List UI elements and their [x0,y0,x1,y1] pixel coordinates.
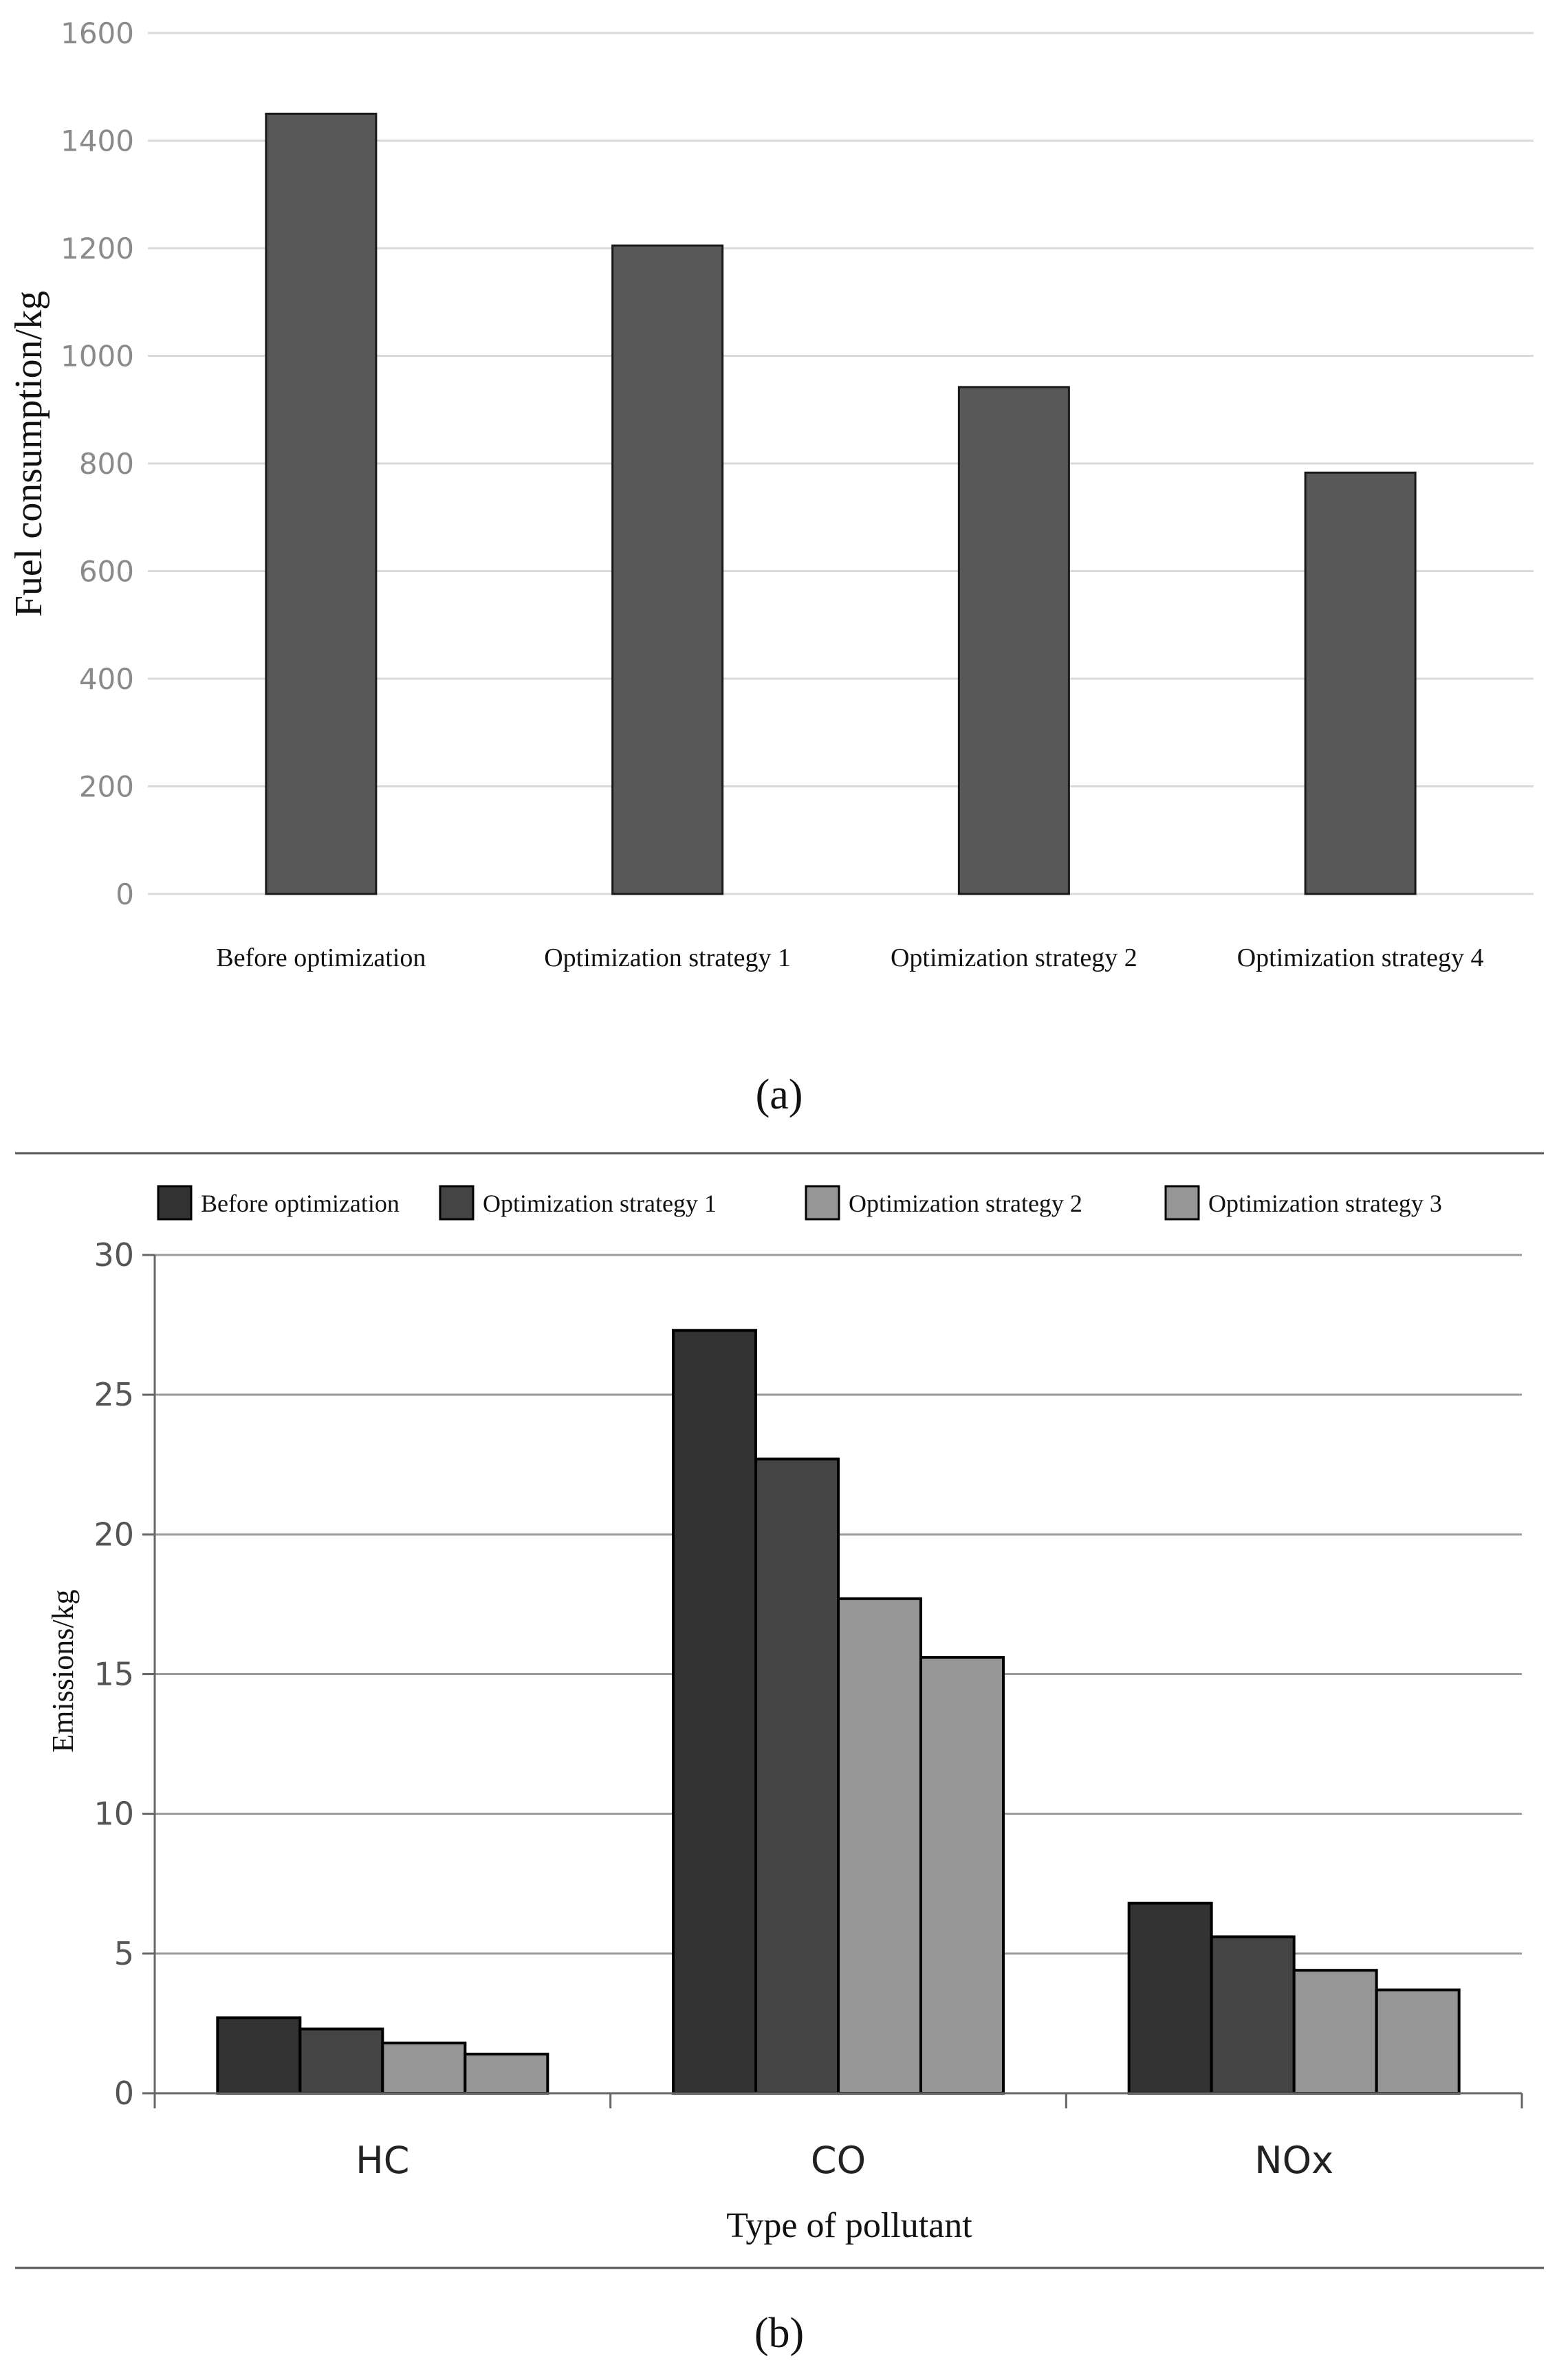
a-y-tick-labels: 0 200 400 600 800 1000 1200 1400 1600 [61,17,134,911]
a-y-tick: 1600 [61,17,134,50]
b-legend-label: Before optimization [201,1190,400,1217]
b-bar [298,2027,384,2095]
b-bar [672,1329,757,2095]
a-y-tick: 600 [79,555,134,589]
b-legend-swatch [439,1185,475,1221]
a-y-tick: 800 [79,447,134,481]
b-bar [1127,1901,1213,2095]
chart-emissions: Before optimization Optimization strategy… [46,1185,1523,2357]
b-legend-label: Optimization strategy 2 [849,1190,1082,1217]
b-bar [464,2053,549,2095]
a-y-tick: 200 [79,770,134,804]
b-y-tick-labels: 0 5 10 15 20 25 30 [94,1236,134,2112]
b-y-tick: 5 [114,1935,134,1972]
b-x-tick-labels: HC CO NOx [356,2139,1333,2182]
a-bars [265,112,1417,895]
b-legend-swatch [1164,1185,1200,1221]
b-y-tick: 20 [94,1516,134,1553]
a-y-tick: 400 [79,662,134,696]
a-bar [611,244,724,895]
b-bar [837,1597,922,2095]
b-y-axis-label: Emissions/kg [46,1589,80,1752]
chart-fuel-consumption: 0 200 400 600 800 1000 1200 1400 1600 Before opt… [8,17,1534,1118]
a-x-tick: Optimization strategy 2 [891,943,1137,972]
panel-label-b: (b) [754,2310,804,2357]
b-bar [1292,1969,1378,2095]
b-y-tick: 30 [94,1236,134,1274]
b-bar [381,2041,467,2095]
b-x-tick: CO [811,2139,866,2182]
b-legend-label: Optimization strategy 1 [483,1190,717,1217]
a-x-tick: Optimization strategy 4 [1237,943,1484,972]
b-legend-swatch [157,1185,193,1221]
b-y-tick: 0 [114,2075,134,2112]
b-x-tick: HC [356,2139,409,2182]
b-bars [216,1329,1461,2095]
b-bar [754,1457,840,2095]
b-y-tick: 25 [94,1376,134,1413]
a-gridlines [148,32,1534,895]
a-y-axis-label: Fuel consumption/kg [8,291,50,617]
a-y-tick: 1400 [61,124,134,158]
b-bar [1375,1988,1461,2095]
a-y-tick: 0 [116,877,134,911]
b-axes [153,1255,1523,2108]
b-legend-swatch [805,1185,840,1221]
b-bar [919,1656,1005,2095]
a-x-tick: Before optimization [216,943,426,972]
b-bar [1210,1935,1296,2095]
b-y-tick: 15 [94,1656,134,1693]
a-y-tick: 1000 [61,340,134,373]
b-bar [216,2016,302,2095]
a-bar [265,112,378,895]
b-x-axis-label: Type of pollutant [726,2206,972,2245]
a-y-tick: 1200 [61,232,134,265]
a-bar [1304,471,1417,895]
b-y-tick: 10 [94,1795,134,1833]
b-legend: Before optimization Optimization strategy… [157,1185,1442,1221]
a-bar [957,386,1070,895]
a-x-tick: Optimization strategy 1 [544,943,791,972]
b-legend-label: Optimization strategy 3 [1208,1190,1442,1217]
a-x-tick-labels: Before optimization Optimization strategy… [216,943,1483,972]
b-x-tick: NOx [1254,2139,1333,2182]
panel-label-a: (a) [756,1071,803,1118]
